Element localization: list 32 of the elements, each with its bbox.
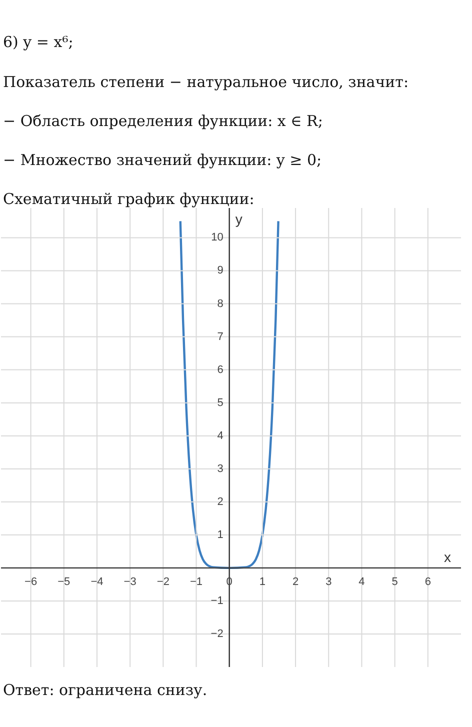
y-tick-label: 2 <box>217 496 224 508</box>
x-tick-label: −2 <box>156 576 170 588</box>
y-tick-label: 10 <box>211 232 224 244</box>
x-tick-label: 6 <box>424 576 431 588</box>
y-tick-label: 9 <box>217 264 224 277</box>
x-tick-label: −5 <box>58 576 70 588</box>
text: − Область определения функции: x ∈ R; <box>3 112 323 130</box>
y-tick-label: 5 <box>217 396 224 409</box>
x-tick-label: −3 <box>124 576 136 588</box>
text: Схематичный график функции: <box>3 190 254 208</box>
y-tick-label: 1 <box>217 528 224 541</box>
text: Показатель степени − натуральное число, значит: <box>3 73 409 91</box>
text: Ответ: ограничена снизу. <box>3 681 208 699</box>
y-tick-label: −1 <box>210 594 224 607</box>
y-tick-label: 6 <box>217 364 224 376</box>
y-tick-label: 3 <box>217 462 224 475</box>
x-tick-label: 2 <box>292 576 299 588</box>
y-axis-title: y <box>235 211 242 227</box>
y-tick-label: 7 <box>217 330 224 343</box>
x-axis-title: x <box>444 548 451 565</box>
x-tick-label: −4 <box>90 576 104 588</box>
x-tick-label: −1 <box>190 576 203 588</box>
x-tick-label: 5 <box>392 576 398 588</box>
y-tick-label: 8 <box>217 298 224 310</box>
text: − Множество значений функции: y ≥ 0; <box>3 151 322 169</box>
chart-title: 6) y = x⁶; <box>3 33 74 51</box>
x-tick-label: 1 <box>259 576 266 588</box>
y-tick-label: −2 <box>210 628 224 640</box>
y-tick-label: 4 <box>217 430 224 442</box>
x-tick-label: 3 <box>326 576 332 588</box>
x-tick-label: 4 <box>358 576 365 588</box>
x-tick-label: −6 <box>24 576 38 588</box>
